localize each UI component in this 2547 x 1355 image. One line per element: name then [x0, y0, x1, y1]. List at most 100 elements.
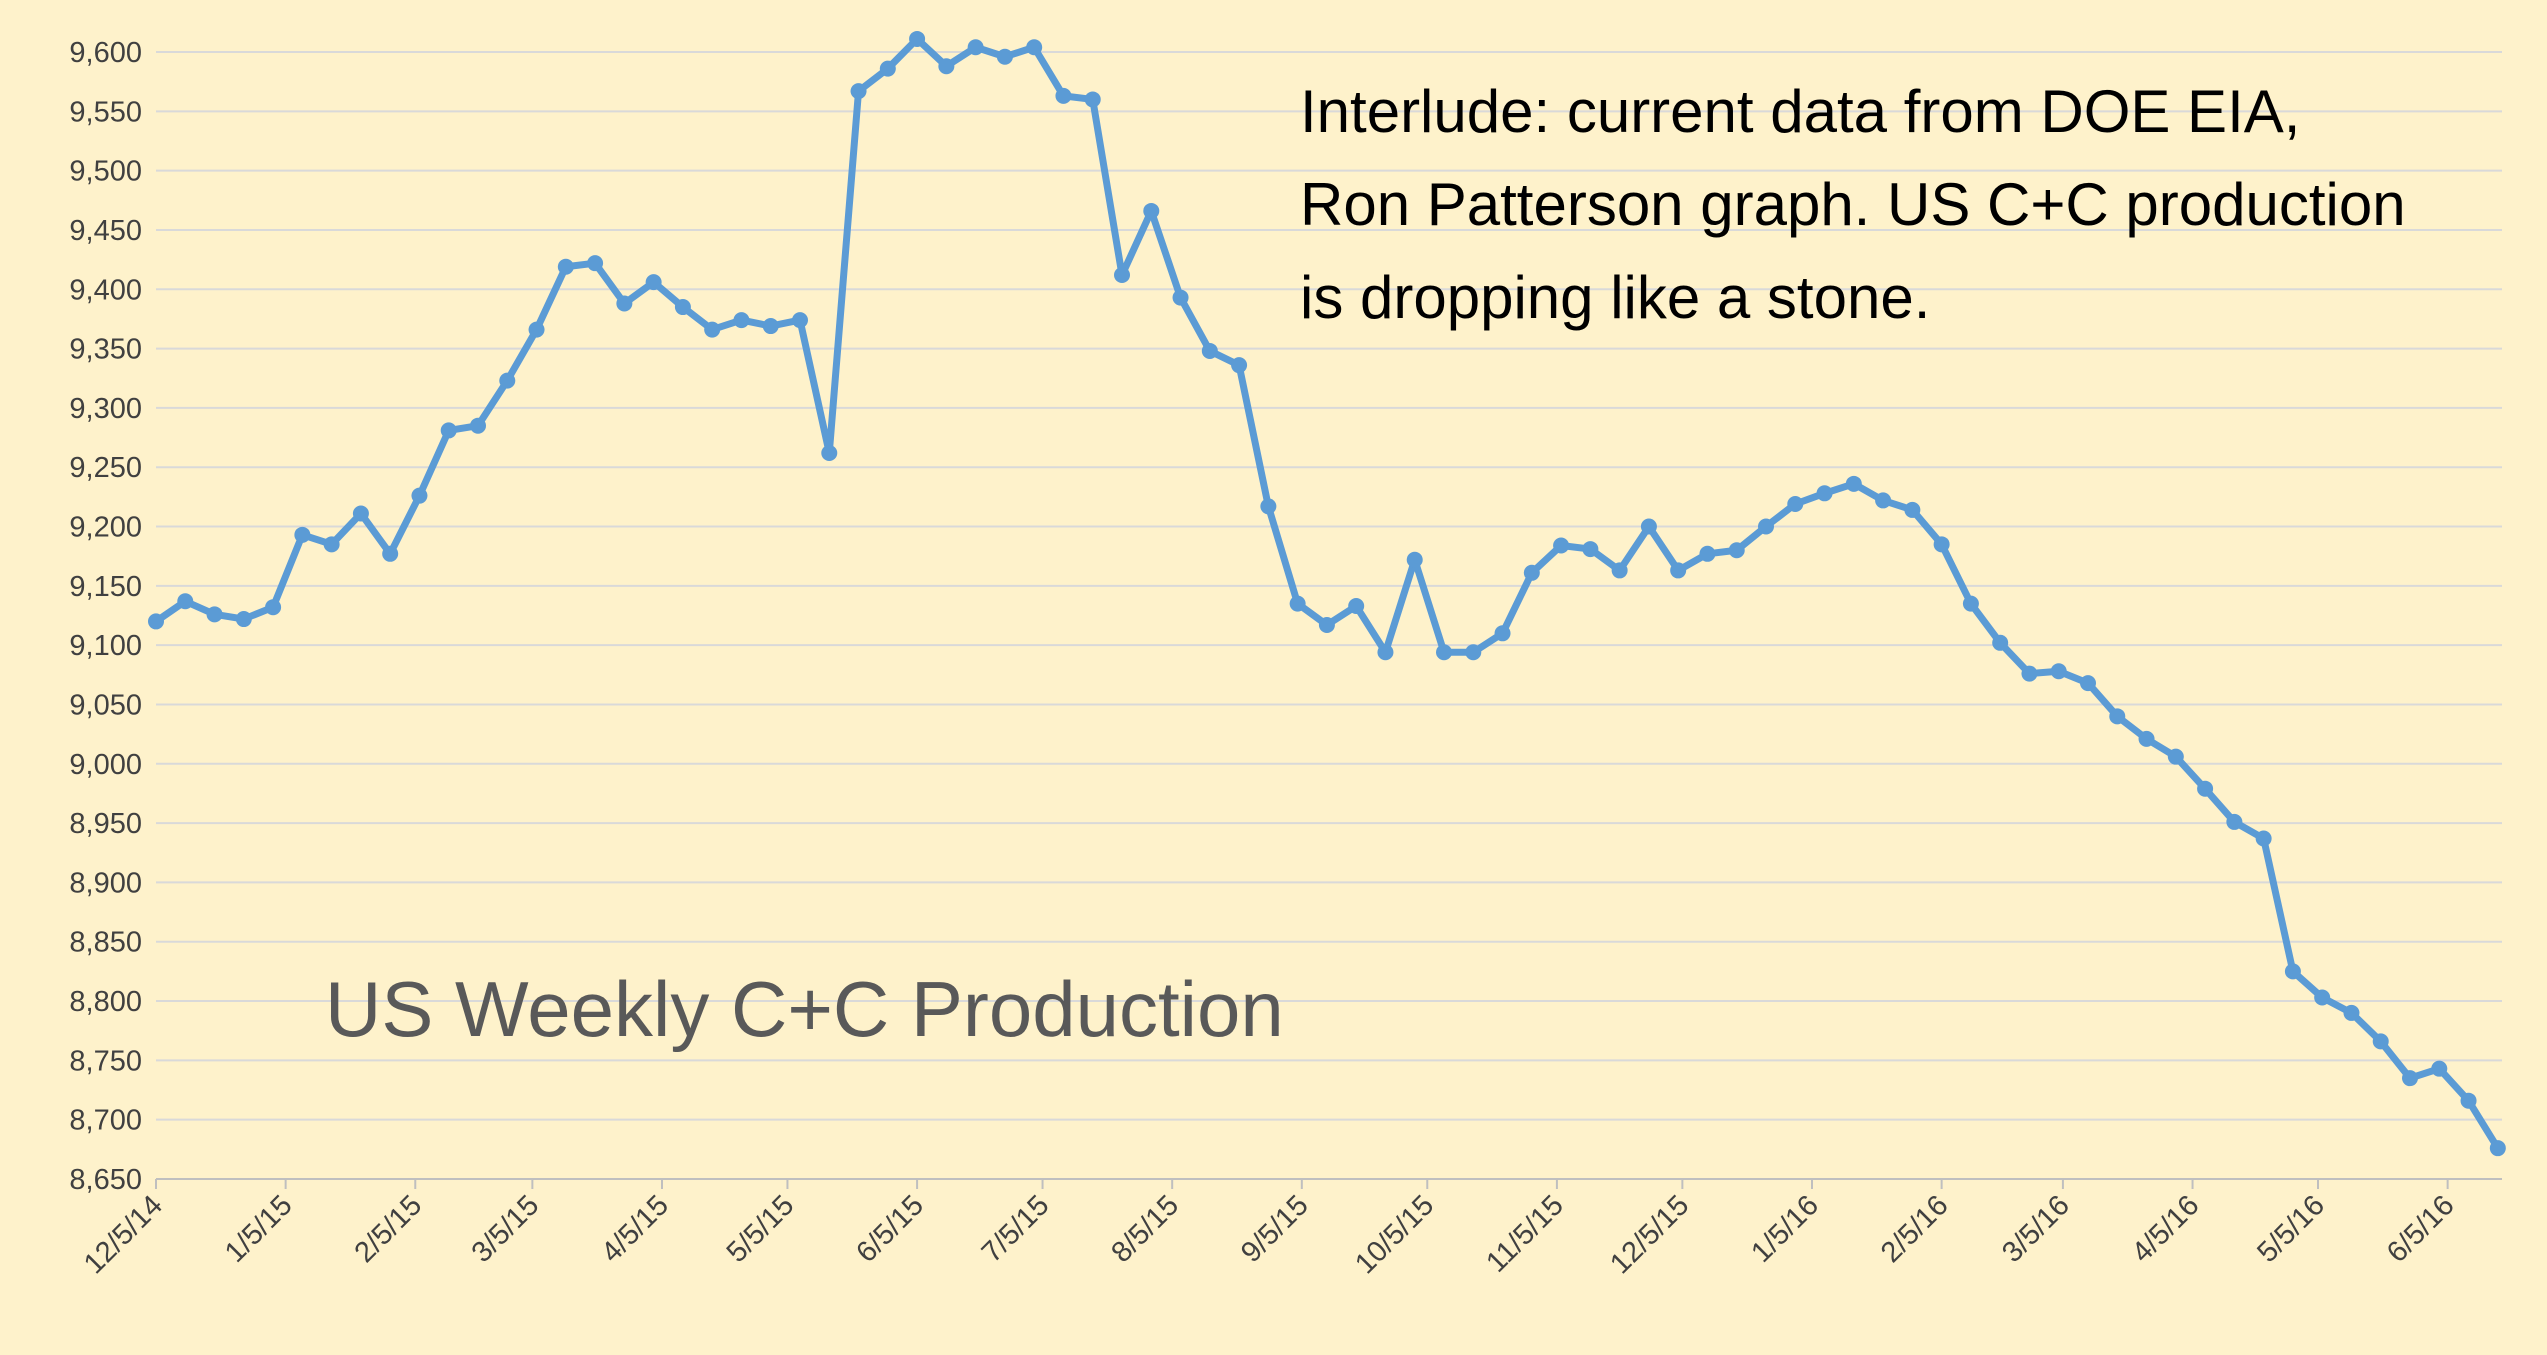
point — [2050, 663, 2067, 680]
point — [382, 545, 399, 562]
y-tick-label: 9,100 — [69, 630, 142, 662]
point — [938, 58, 955, 75]
point — [2314, 989, 2331, 1006]
point — [1845, 475, 1862, 492]
point — [1553, 537, 1570, 554]
point — [1143, 202, 1160, 219]
point — [733, 312, 750, 329]
y-tick-label: 8,900 — [69, 867, 142, 899]
y-tick-label: 9,250 — [69, 452, 142, 484]
point — [1992, 634, 2009, 651]
point — [1904, 501, 1921, 518]
point — [2402, 1070, 2418, 1087]
point — [148, 613, 164, 630]
point — [1436, 644, 1452, 661]
point — [967, 39, 984, 56]
y-tick-label: 8,850 — [69, 927, 142, 959]
point — [1787, 495, 1804, 512]
point — [996, 48, 1013, 65]
point — [1611, 562, 1628, 579]
y-tick-label: 9,550 — [69, 96, 142, 128]
point — [1289, 595, 1306, 612]
y-tick-label: 9,600 — [69, 37, 142, 69]
y-tick-label: 9,450 — [69, 215, 142, 247]
point — [762, 318, 779, 335]
point — [1670, 562, 1687, 579]
point — [2255, 830, 2272, 847]
point — [1816, 485, 1833, 502]
y-tick-label: 9,200 — [69, 512, 142, 544]
point — [1201, 342, 1218, 359]
point — [2021, 665, 2038, 682]
point — [177, 593, 194, 610]
point — [2167, 748, 2184, 765]
point — [1026, 39, 1043, 56]
point — [440, 422, 457, 439]
annotation: is dropping like a stone. — [1300, 264, 1930, 331]
point — [1172, 289, 1189, 306]
point — [2109, 708, 2126, 725]
point — [1231, 357, 1248, 374]
point — [557, 258, 574, 275]
point — [674, 299, 691, 316]
annotation: Interlude: current data from DOE EIA, — [1300, 78, 2300, 145]
y-tick-label: 8,800 — [69, 986, 142, 1018]
chart-title: US Weekly C+C Production — [325, 965, 1284, 1053]
point — [1055, 87, 1072, 104]
point — [1699, 545, 1716, 562]
y-tick-label: 9,050 — [69, 689, 142, 721]
point — [2284, 963, 2301, 980]
y-tick-label: 9,000 — [69, 749, 142, 781]
y-tick-label: 9,350 — [69, 334, 142, 366]
point — [2489, 1140, 2506, 1157]
point — [1582, 541, 1599, 558]
point — [2226, 813, 2243, 830]
point — [1640, 518, 1657, 535]
point — [909, 30, 926, 47]
y-tick-label: 9,500 — [69, 156, 142, 188]
point — [587, 255, 604, 272]
point — [2372, 1033, 2389, 1050]
y-tick-label: 9,300 — [69, 393, 142, 425]
point — [499, 372, 516, 389]
point — [2343, 1004, 2360, 1021]
point — [1875, 492, 1892, 509]
point — [294, 526, 311, 543]
point — [323, 536, 340, 553]
point — [1406, 551, 1423, 568]
point — [821, 444, 838, 461]
point — [265, 599, 282, 616]
point — [206, 606, 223, 623]
point — [470, 417, 486, 434]
point — [1114, 267, 1130, 284]
point — [2197, 780, 2214, 797]
point — [1728, 542, 1745, 559]
point — [2431, 1060, 2448, 1077]
y-tick-label: 9,400 — [69, 274, 142, 306]
point — [235, 611, 252, 628]
point — [1523, 564, 1540, 581]
point — [2460, 1092, 2477, 1109]
point — [1260, 498, 1277, 515]
point — [1377, 644, 1394, 661]
point — [1318, 616, 1335, 633]
point — [411, 487, 428, 504]
point — [1465, 644, 1482, 661]
point — [2080, 675, 2096, 692]
y-tick-label: 9,150 — [69, 571, 142, 603]
point — [1933, 536, 1950, 553]
point — [704, 321, 721, 338]
point — [352, 505, 369, 522]
point — [645, 274, 662, 291]
point — [1494, 625, 1511, 642]
point — [850, 83, 867, 100]
y-tick-label: 8,650 — [69, 1164, 142, 1196]
y-tick-label: 8,750 — [69, 1045, 142, 1077]
point — [616, 295, 633, 312]
point — [1348, 598, 1365, 615]
point — [1084, 91, 1101, 108]
point — [792, 312, 808, 329]
point — [528, 321, 545, 338]
